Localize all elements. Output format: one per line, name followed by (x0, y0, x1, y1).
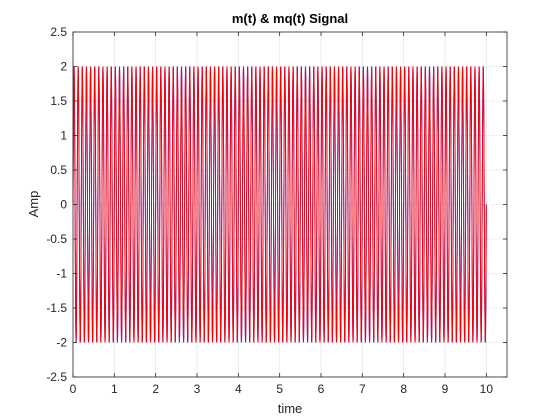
x-axis: 0 1 2 3 4 5 6 7 8 9 10 (70, 32, 494, 396)
x-tick-label: 2 (152, 382, 159, 396)
y-tick-label: -0.5 (46, 232, 67, 246)
y-tick-label: 2.5 (50, 25, 67, 39)
y-tick-label: 2 (60, 60, 67, 74)
series-line-2 (72, 66, 487, 343)
y-axis-label: Amp (26, 191, 41, 218)
x-axis-label: time (278, 401, 303, 416)
y-tick-label: -1.5 (46, 301, 67, 315)
x-tick-label: 7 (359, 382, 366, 396)
x-tick-label: 1 (111, 382, 118, 396)
x-tick-label: 8 (400, 382, 407, 396)
x-tick-label: 6 (318, 382, 325, 396)
y-tick-label: 0 (60, 198, 67, 212)
y-tick-label: 0.5 (50, 163, 67, 177)
series-group (72, 66, 487, 343)
x-tick-label: 9 (442, 382, 449, 396)
x-tick-label: 10 (480, 382, 494, 396)
y-tick-label: 1.5 (50, 94, 67, 108)
y-tick-label: -1 (56, 267, 67, 281)
x-tick-label: 0 (70, 382, 77, 396)
x-tick-label: 3 (194, 382, 201, 396)
y-tick-label: -2.5 (46, 370, 67, 384)
x-tick-label: 5 (276, 382, 283, 396)
chart-title: m(t) & mq(t) Signal (232, 11, 348, 26)
x-tick-label: 4 (235, 382, 242, 396)
y-tick-label: -2 (56, 336, 67, 350)
y-tick-label: 1 (60, 129, 67, 143)
y-axis: -2.5 -2 -1.5 -1 -0.5 0 0.5 1 1.5 2 2.5 (46, 25, 507, 384)
